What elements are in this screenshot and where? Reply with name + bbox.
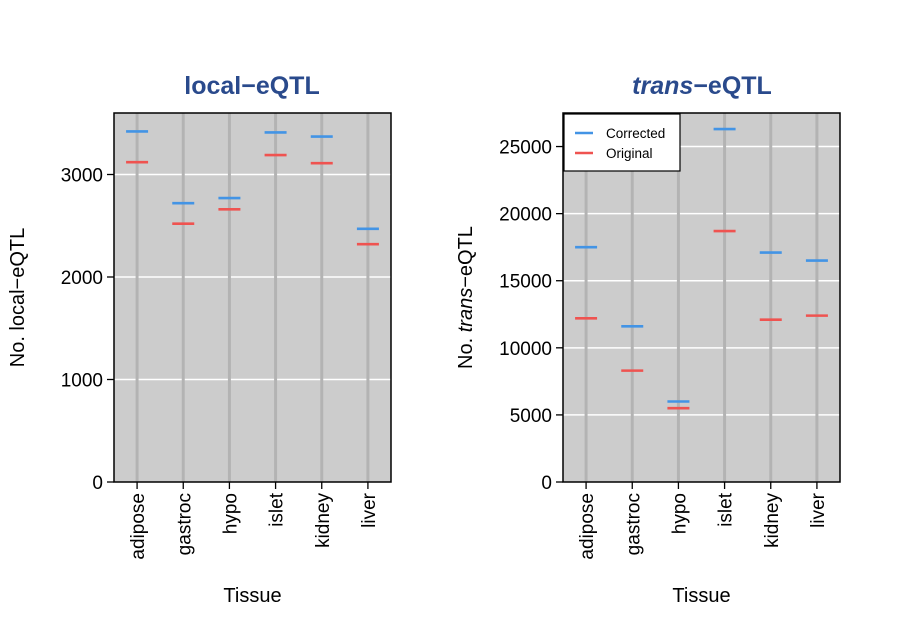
y-tick-label: 2000 <box>61 268 103 289</box>
x-tick-label: liver <box>808 492 829 528</box>
legend-box <box>563 113 681 172</box>
y-tick-label: 5000 <box>510 406 552 427</box>
local-eqtl-panel: 0 1000 2000 3000 adipose gastroc hypo islet kidn… <box>7 72 392 607</box>
x-tick-label: kidney <box>762 493 783 548</box>
plot-frame <box>113 112 392 483</box>
y-axis-title: No. trans−eQTL <box>455 226 477 369</box>
y-tick-label: 20000 <box>499 205 552 226</box>
x-tick-label: gastroc <box>174 493 195 555</box>
y-tick-label: 0 <box>541 473 552 494</box>
plot-background <box>563 113 840 482</box>
x-tick-label: islet <box>267 492 288 527</box>
panel-title-part: trans <box>632 72 693 100</box>
y-tick-label: 3000 <box>61 166 103 187</box>
legend: Corrected Original <box>563 113 681 172</box>
y-axis-title-part: No. <box>455 332 477 369</box>
y-axis-title: No. local−eQTL <box>7 228 29 368</box>
x-axis-title: Tissue <box>223 585 281 607</box>
x-tick-label: hypo <box>220 493 241 534</box>
x-tick-label: kidney <box>313 493 334 548</box>
y-tick-label: 25000 <box>499 138 552 159</box>
x-axis-title: Tissue <box>672 585 730 607</box>
panel-title: local−eQTL <box>184 72 319 100</box>
plot-background <box>114 113 391 482</box>
x-tick-label: islet <box>716 492 737 527</box>
x-tick-label: gastroc <box>623 493 644 555</box>
legend-label: Corrected <box>606 126 665 141</box>
y-tick-label: 10000 <box>499 339 552 360</box>
panel-title: trans−eQTL <box>632 72 772 100</box>
y-axis-title-part: −eQTL <box>455 226 477 288</box>
plot-frame <box>562 112 841 483</box>
x-tick-label: hypo <box>669 493 690 534</box>
y-axis-title-part: No. local−eQTL <box>7 228 29 368</box>
y-axis-title-part: trans <box>455 288 477 332</box>
legend-label: Original <box>606 146 653 161</box>
y-tick-label: 1000 <box>61 371 103 392</box>
x-tick-label: adipose <box>577 493 598 560</box>
y-tick-label: 15000 <box>499 272 552 293</box>
y-tick-label: 0 <box>92 473 103 494</box>
trans-eqtl-panel: 0 5000 10000 15000 20000 25000 adipose gastroc h… <box>455 72 841 607</box>
x-tick-label: adipose <box>128 493 149 560</box>
x-tick-label: liver <box>359 492 380 528</box>
panel-title-part: local−eQTL <box>184 72 319 100</box>
panel-title-part: −eQTL <box>693 72 772 100</box>
